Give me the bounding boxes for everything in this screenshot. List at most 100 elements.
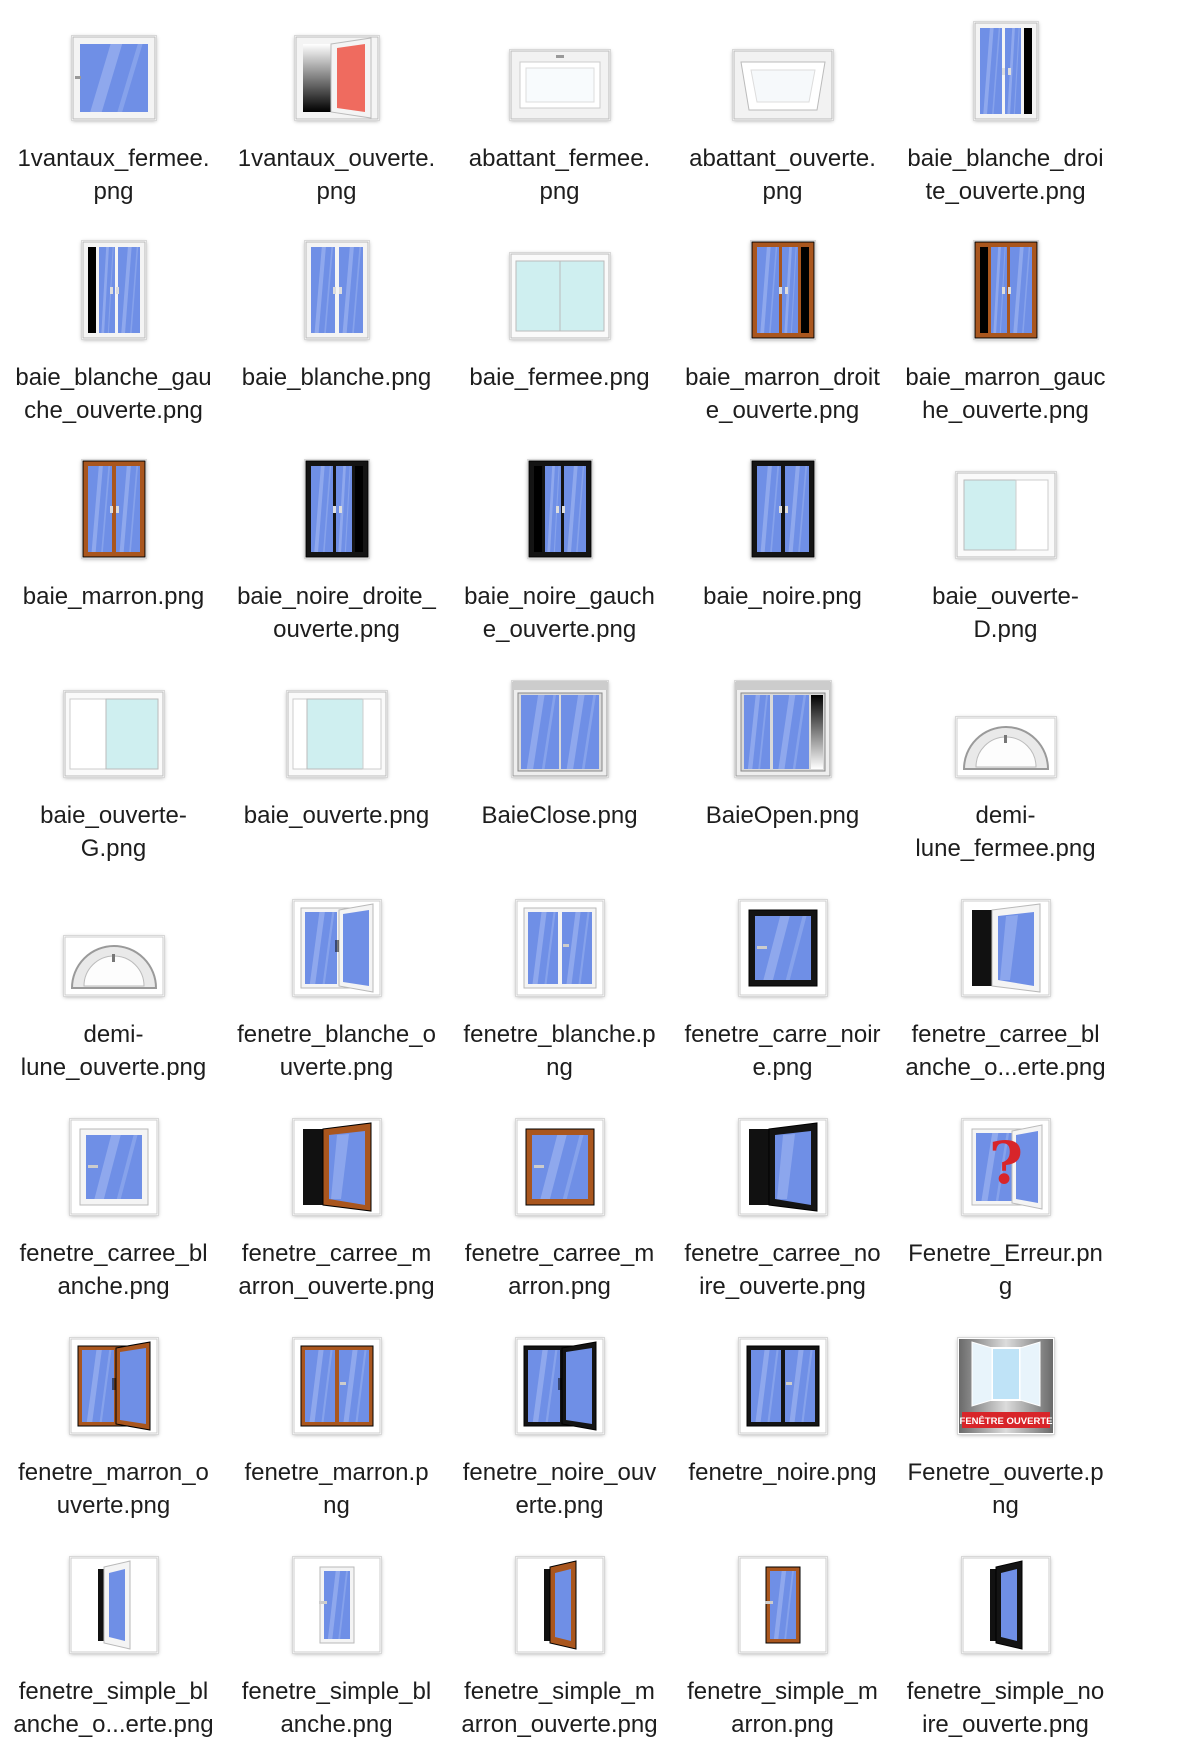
bay-white-left-open-icon[interactable] <box>81 241 146 339</box>
file-item[interactable]: fenetre_carree_m arron.png <box>448 1095 671 1314</box>
bay-brown-left-open-icon[interactable] <box>973 241 1038 339</box>
file-thumbnail-area <box>225 1314 448 1442</box>
file-item[interactable]: ? Fenetre_Erreur.pn g <box>894 1095 1117 1314</box>
file-thumbnail-area <box>894 657 1117 785</box>
file-item[interactable]: FENÊTRE OUVERTE Fenetre_ouverte.p ng <box>894 1314 1117 1533</box>
file-item[interactable]: baie_blanche.png <box>225 219 448 438</box>
file-item[interactable]: fenetre_carree_m arron_ouverte.png <box>225 1095 448 1314</box>
file-item[interactable]: baie_marron_gauc he_ouverte.png <box>894 219 1117 438</box>
bay-white-icon[interactable] <box>304 241 369 339</box>
file-thumbnail-area <box>2 219 225 347</box>
file-thumbnail-area <box>894 438 1117 566</box>
narrow-window-white-open-icon[interactable] <box>69 1557 158 1653</box>
file-item[interactable]: baie_noire_droite_ ouverte.png <box>225 438 448 657</box>
file-item[interactable]: baie_marron.png <box>2 438 225 657</box>
file-item[interactable]: fenetre_blanche.p ng <box>448 876 671 1095</box>
file-item[interactable]: fenetre_carree_bl anche_o...erte.png <box>894 876 1117 1095</box>
file-item[interactable]: baie_ouverte- D.png <box>894 438 1117 657</box>
square-window-black-open-icon[interactable] <box>738 1119 827 1215</box>
half-moon-open-icon[interactable] <box>63 936 164 996</box>
file-item[interactable]: baie_ouverte.png <box>225 657 448 876</box>
file-name-label: baie_noire_gauch e_ouverte.png <box>454 580 666 646</box>
square-window-black-icon[interactable] <box>738 900 827 996</box>
bay-brown-right-open-icon[interactable] <box>750 241 815 339</box>
file-name-label: baie_fermee.png <box>454 361 666 394</box>
file-item[interactable]: baie_noire_gauch e_ouverte.png <box>448 438 671 657</box>
file-item[interactable]: fenetre_noire_ouv erte.png <box>448 1314 671 1533</box>
file-item[interactable]: 1vantaux_ouverte. png <box>225 0 448 219</box>
window-white-icon[interactable] <box>515 900 604 996</box>
file-name-line: fenetre_carree_m <box>464 1240 655 1267</box>
file-name-line: fenetre_carree_bl <box>911 1021 1100 1048</box>
file-item[interactable]: baie_ouverte- G.png <box>2 657 225 876</box>
window-error-question-icon[interactable]: ? <box>961 1119 1050 1215</box>
file-item[interactable]: demi-lune_fermee.png <box>894 657 1117 876</box>
bay-door-open-icon[interactable] <box>734 681 831 777</box>
sliding-bay-open-left-icon[interactable] <box>63 691 164 777</box>
window-black-open-icon[interactable] <box>515 1338 604 1434</box>
narrow-window-brown-open-icon[interactable] <box>515 1557 604 1653</box>
tilt-window-closed-icon[interactable] <box>509 50 610 120</box>
file-name-label: BaieClose.png <box>454 799 666 832</box>
sliding-bay-closed-icon[interactable] <box>509 253 610 339</box>
file-item[interactable]: baie_marron_droit e_ouverte.png <box>671 219 894 438</box>
tilt-window-open-icon[interactable] <box>732 50 833 120</box>
window-single-open-red-icon[interactable] <box>294 36 379 120</box>
window-single-closed-icon[interactable] <box>71 36 156 120</box>
square-window-white-icon[interactable] <box>69 1119 158 1215</box>
file-name-line: anche.png <box>57 1273 170 1300</box>
file-item[interactable]: baie_fermee.png <box>448 219 671 438</box>
square-window-white-open-icon[interactable] <box>961 900 1050 996</box>
file-item[interactable]: fenetre_noire.png <box>671 1314 894 1533</box>
file-name-line: ire_ouverte.png <box>699 1273 866 1300</box>
file-item[interactable]: baie_blanche_droi te_ouverte.png <box>894 0 1117 219</box>
file-item[interactable]: BaieClose.png <box>448 657 671 876</box>
svg-text:?: ? <box>989 1129 1023 1197</box>
sliding-bay-open-right-icon[interactable] <box>955 472 1056 558</box>
file-item[interactable]: abattant_fermee. png <box>448 0 671 219</box>
file-item[interactable]: fenetre_simple_m arron.png <box>671 1533 894 1752</box>
file-item[interactable]: baie_noire.png <box>671 438 894 657</box>
file-item[interactable]: baie_blanche_gau che_ouverte.png <box>2 219 225 438</box>
sliding-bay-open-icon[interactable] <box>286 691 387 777</box>
file-name-line: anche_o...erte.png <box>13 1711 214 1738</box>
file-thumbnail-area <box>448 219 671 347</box>
square-window-brown-open-icon[interactable] <box>292 1119 381 1215</box>
window-black-icon[interactable] <box>738 1338 827 1434</box>
file-item[interactable]: fenetre_simple_bl anche.png <box>225 1533 448 1752</box>
file-name-line: baie_blanche_gau <box>15 364 212 391</box>
file-item[interactable]: fenetre_simple_no ire_ouverte.png <box>894 1533 1117 1752</box>
file-item[interactable]: BaieOpen.png <box>671 657 894 876</box>
file-name-line: arron.png <box>508 1273 611 1300</box>
half-moon-closed-icon[interactable] <box>955 717 1056 777</box>
file-item[interactable]: fenetre_carree_no ire_ouverte.png <box>671 1095 894 1314</box>
file-item[interactable]: 1vantaux_fermee. png <box>2 0 225 219</box>
narrow-window-white-icon[interactable] <box>292 1557 381 1653</box>
file-name-line: fenetre_carre_noir <box>684 1021 881 1048</box>
window-white-open-icon[interactable] <box>292 900 381 996</box>
file-item[interactable]: fenetre_carree_bl anche.png <box>2 1095 225 1314</box>
bay-door-closed-icon[interactable] <box>511 681 608 777</box>
bay-white-right-open-icon[interactable] <box>973 22 1038 120</box>
window-brown-open-icon[interactable] <box>69 1338 158 1434</box>
file-item[interactable]: fenetre_marron.p ng <box>225 1314 448 1533</box>
bay-black-icon[interactable] <box>750 460 815 558</box>
file-item[interactable]: fenetre_simple_m arron_ouverte.png <box>448 1533 671 1752</box>
file-name-label: baie_noire.png <box>677 580 889 613</box>
file-name-label: 1vantaux_fermee. png <box>8 142 220 208</box>
bay-black-right-open-icon[interactable] <box>304 460 369 558</box>
file-name-label: demi-lune_fermee.png <box>900 799 1112 865</box>
file-item[interactable]: fenetre_blanche_o uverte.png <box>225 876 448 1095</box>
file-item[interactable]: fenetre_simple_bl anche_o...erte.png <box>2 1533 225 1752</box>
file-item[interactable]: fenetre_carre_noir e.png <box>671 876 894 1095</box>
open-window-photo-icon[interactable]: FENÊTRE OUVERTE <box>957 1338 1054 1434</box>
bay-black-left-open-icon[interactable] <box>527 460 592 558</box>
file-item[interactable]: demi-lune_ouverte.png <box>2 876 225 1095</box>
narrow-window-brown-icon[interactable] <box>738 1557 827 1653</box>
file-item[interactable]: abattant_ouverte. png <box>671 0 894 219</box>
window-brown-icon[interactable] <box>292 1338 381 1434</box>
narrow-window-black-open-icon[interactable] <box>961 1557 1050 1653</box>
file-item[interactable]: fenetre_marron_o uverte.png <box>2 1314 225 1533</box>
square-window-brown-icon[interactable] <box>515 1119 604 1215</box>
bay-brown-icon[interactable] <box>81 460 146 558</box>
